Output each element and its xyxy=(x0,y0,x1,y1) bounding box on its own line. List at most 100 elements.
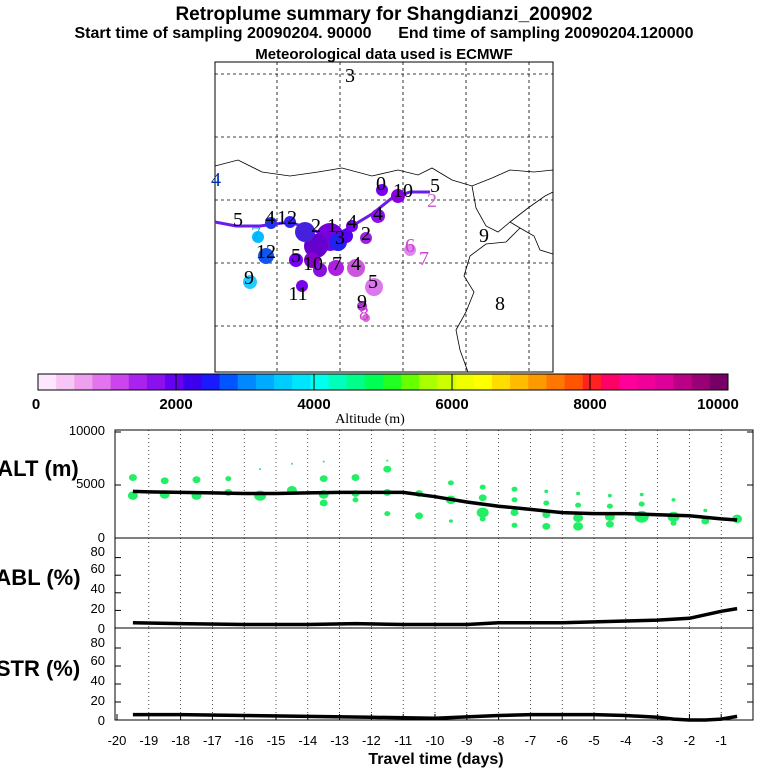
altitude-dot xyxy=(328,260,344,276)
time-label: 6 xyxy=(405,235,415,257)
alt-scatter-point xyxy=(352,497,359,503)
time-label: 10 xyxy=(393,180,413,202)
x-tick-label: -15 xyxy=(267,733,286,748)
abl-ytick: 80 xyxy=(91,544,105,559)
alt-scatter-point xyxy=(351,474,360,481)
alt-ytick: 10000 xyxy=(69,423,105,438)
x-axis-label: Travel time (days) xyxy=(368,751,503,768)
altitude-dot xyxy=(339,229,353,243)
str-ytick-labels: 0 20 40 60 80 xyxy=(91,635,105,728)
altitude-dot xyxy=(362,314,370,322)
altitude-dot xyxy=(365,278,383,296)
altitude-dot xyxy=(376,184,388,196)
alt-scatter-point xyxy=(606,503,613,509)
time-label: 5 xyxy=(430,175,440,197)
colorbar-cell xyxy=(274,374,293,390)
alt-scatter-point xyxy=(479,516,486,522)
alt-scatter-point xyxy=(542,522,551,530)
abl-ytick: 0 xyxy=(98,621,105,636)
str-ytick: 60 xyxy=(91,653,105,668)
alt-scatter-point xyxy=(127,491,138,500)
alt-scatter-point xyxy=(447,480,454,486)
colorbar-cell xyxy=(328,374,348,390)
alt-scatter-point xyxy=(319,499,328,507)
abl-ytick: 40 xyxy=(91,581,105,596)
colorbar-cell xyxy=(292,374,311,390)
colorbar-cell xyxy=(691,374,711,390)
colorbar-cell xyxy=(491,374,511,390)
altitude-dot xyxy=(289,253,303,267)
str-grid xyxy=(115,628,753,721)
time-label: 5 xyxy=(233,209,243,231)
alt-ytick: 0 xyxy=(98,530,105,545)
colorbar-cell xyxy=(128,374,148,390)
colorbar-cell xyxy=(637,374,656,390)
time-label: 9 xyxy=(357,291,367,313)
abl-panel: 0 20 40 60 80 ABL (%) xyxy=(0,537,754,636)
x-tick-label: -9 xyxy=(461,733,473,748)
altitude-dot xyxy=(360,232,372,244)
alt-panel: 0 5000 10000 ALT (m) xyxy=(0,423,754,545)
x-tick-label: -1 xyxy=(715,733,727,748)
alt-scatter-point xyxy=(670,520,677,526)
time-label: 11 xyxy=(288,283,307,305)
start-time: Start time of sampling 20090204. 90000 xyxy=(74,25,372,42)
time-label: 4 xyxy=(351,253,361,275)
altitude-dot xyxy=(295,222,315,242)
alt-scatter-point xyxy=(476,507,489,518)
colorbar-ticks: 0 2000 4000 6000 8000 10000 xyxy=(32,396,739,413)
time-label: 10 xyxy=(303,253,323,275)
time-label: 3 xyxy=(335,227,345,249)
colorbar: 0 2000 4000 6000 8000 10000 Altitude (m) xyxy=(32,373,739,427)
map-coastlines xyxy=(214,159,554,373)
time-label: 4 xyxy=(265,207,275,229)
alt-scatter-point xyxy=(703,508,708,513)
alt-ylabel: ALT (m) xyxy=(0,456,79,481)
time-label: 2 xyxy=(361,223,371,245)
time-label: 8 xyxy=(359,303,369,325)
x-tick-label: -5 xyxy=(588,733,600,748)
colorbar-tick: 6000 xyxy=(435,396,468,413)
x-tick-label: -8 xyxy=(493,733,505,748)
time-label: 2 xyxy=(311,215,321,237)
abl-ytick-labels: 0 20 40 60 80 xyxy=(91,544,105,636)
x-tick-label: -12 xyxy=(362,733,381,748)
colorbar-cell xyxy=(455,374,475,390)
time-label: 1 xyxy=(327,215,337,237)
colorbar-tick: 10000 xyxy=(697,396,739,413)
abl-series-line xyxy=(132,606,738,627)
colorbar-dividers xyxy=(175,374,591,390)
time-label: 5 xyxy=(368,271,378,293)
abl-ytick: 20 xyxy=(91,601,105,616)
abl-frame xyxy=(114,537,754,629)
altitude-dot xyxy=(252,231,264,243)
colorbar-cell xyxy=(38,374,57,390)
alt-scatter-point xyxy=(192,476,201,484)
colorbar-cell xyxy=(219,374,239,390)
time-label: 9 xyxy=(479,225,489,247)
alt-scatter-point xyxy=(384,511,391,517)
alt-scatter-point xyxy=(573,513,584,523)
alt-scatter-point xyxy=(386,459,389,462)
colorbar-cell xyxy=(401,374,420,390)
x-tick-label: -19 xyxy=(139,733,158,748)
x-tick-label: -14 xyxy=(298,733,317,748)
x-tick-label: -11 xyxy=(394,733,412,748)
alt-scatter-point xyxy=(290,462,293,465)
altitude-dot xyxy=(371,209,385,223)
time-label: 4 xyxy=(373,203,383,225)
colorbar-cells xyxy=(38,374,729,390)
altitude-dot xyxy=(313,263,327,277)
time-label: 12 xyxy=(277,207,297,229)
colorbar-cell xyxy=(364,374,384,390)
abl-grid xyxy=(115,538,753,629)
alt-scatter-point xyxy=(448,519,453,523)
alt-ytick-labels: 0 5000 10000 xyxy=(69,423,105,545)
colorbar-tick: 4000 xyxy=(297,396,330,413)
altitude-dot xyxy=(347,259,365,277)
altitude-dots xyxy=(243,184,416,322)
x-tick-label: -3 xyxy=(652,733,664,748)
